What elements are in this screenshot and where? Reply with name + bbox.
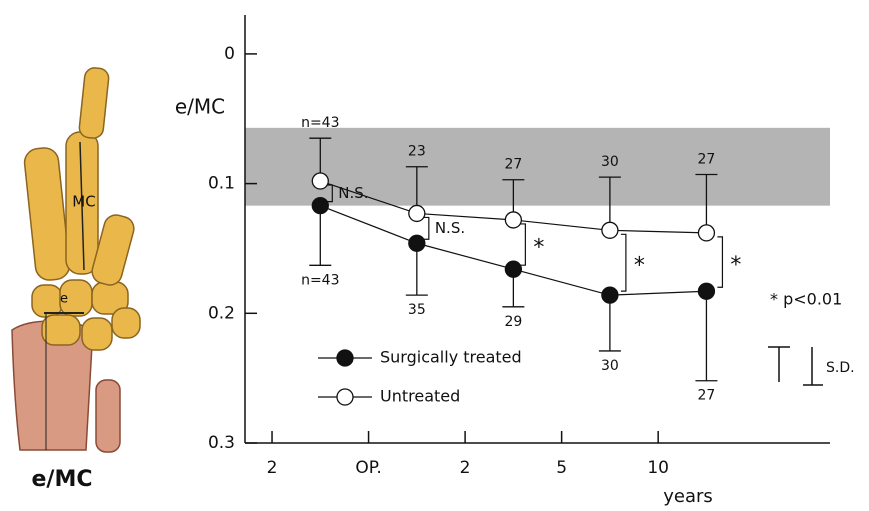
n-label: 27	[698, 388, 716, 404]
sd-icon	[768, 346, 823, 386]
data-point	[697, 224, 716, 242]
illustration-caption: e/MC	[32, 467, 93, 492]
annotation: *	[533, 236, 544, 261]
n-label: 30	[601, 358, 619, 374]
data-point	[504, 260, 523, 278]
n-label: 35	[408, 302, 426, 318]
annotation: N.S.	[338, 184, 368, 202]
data-point	[311, 197, 329, 215]
x-tick-label: 5	[556, 458, 567, 478]
normal-range-band	[245, 127, 830, 206]
carpal	[111, 307, 141, 339]
bracket	[620, 233, 627, 292]
data-point	[504, 211, 523, 229]
n-label: 23	[408, 144, 426, 160]
legend-label: Surgically treated	[380, 348, 522, 367]
carpal	[81, 317, 113, 351]
data-point	[601, 221, 619, 239]
metacarpal	[91, 214, 135, 286]
legend-marker	[336, 388, 354, 406]
x-tick-label: OP.	[355, 458, 381, 478]
sd-label: S.D.	[826, 360, 855, 376]
n-label: 27	[698, 152, 716, 168]
n-label: 29	[504, 314, 522, 330]
data-point	[311, 172, 329, 190]
ulna-bone	[95, 379, 121, 453]
x-tick-label: 10	[647, 458, 669, 478]
metacarpal	[23, 147, 71, 281]
data-point	[408, 234, 426, 252]
n-label: n=43	[301, 115, 339, 131]
bracket	[520, 223, 526, 266]
data-point	[697, 282, 716, 300]
carpal	[41, 314, 81, 346]
x-tick-label: 2	[267, 458, 278, 478]
annotation: *	[730, 253, 741, 278]
n-label: n=43	[301, 272, 339, 288]
n-label: 30	[601, 154, 619, 170]
y-tick-label: 0.1	[208, 174, 235, 194]
e-label: e	[60, 292, 68, 307]
y-tick-label: 0.3	[208, 433, 235, 453]
legend-label: Untreated	[380, 387, 460, 406]
x-tick-label: 2	[460, 458, 471, 478]
bracket	[327, 184, 333, 203]
mc-label: MC	[72, 193, 95, 211]
bracket	[717, 236, 724, 288]
data-point	[408, 204, 426, 223]
bracket	[423, 216, 430, 240]
significance-note: * p<0.01	[770, 290, 842, 309]
phalanx	[78, 67, 110, 139]
y-tick-label: 0	[224, 44, 235, 64]
n-label: 27	[504, 157, 522, 173]
y-axis-label: e/MC	[175, 95, 225, 119]
mc-arrow	[79, 141, 85, 271]
legend-marker	[336, 349, 354, 367]
data-point	[601, 286, 619, 304]
hand-illustration: MC e e/MC	[11, 67, 141, 492]
annotation: *	[634, 254, 645, 279]
annotation: N.S.	[435, 219, 465, 237]
y-tick-label: 0.2	[208, 303, 235, 323]
x-axis-label: years	[663, 486, 713, 507]
